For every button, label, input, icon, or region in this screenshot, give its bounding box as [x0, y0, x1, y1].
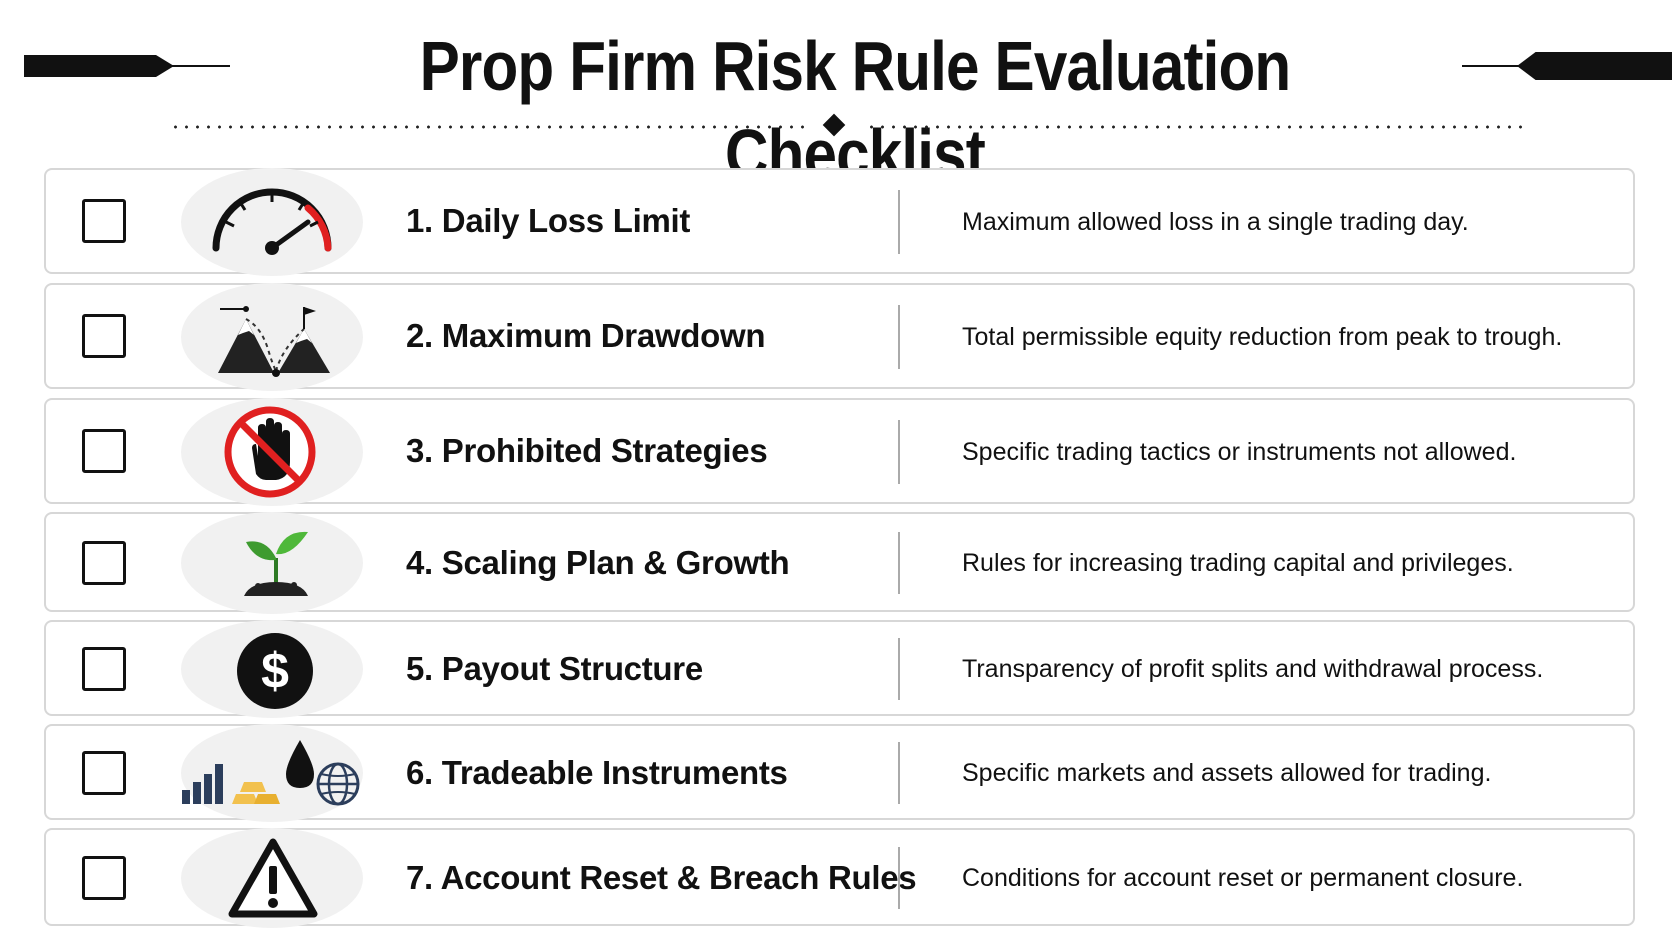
- checkbox[interactable]: [82, 429, 126, 473]
- column-divider: [898, 190, 900, 254]
- icon-background: [181, 724, 363, 822]
- column-divider: [898, 305, 900, 369]
- dotted-divider-left: [170, 125, 810, 129]
- speedometer-icon: [212, 188, 332, 255]
- instruments-icon: [182, 740, 360, 806]
- dotted-divider-right: [866, 125, 1526, 129]
- item-title: 2. Maximum Drawdown: [406, 317, 766, 354]
- checklist-row: 2. Maximum Drawdown Total permissible eq…: [44, 283, 1635, 391]
- checklist-row: $ 5. Payout Structure Transparency of pr…: [44, 620, 1635, 718]
- decorative-line-left: [170, 65, 230, 67]
- column-divider: [898, 742, 900, 804]
- checkbox[interactable]: [82, 751, 126, 795]
- item-description: Maximum allowed loss in a single trading…: [962, 208, 1469, 236]
- checkbox[interactable]: [82, 541, 126, 585]
- icon-background: [181, 512, 363, 614]
- sprout-icon: [244, 531, 308, 596]
- decorative-bar-left: [24, 55, 174, 77]
- column-divider: [898, 638, 900, 700]
- column-divider: [898, 420, 900, 484]
- item-description: Specific markets and assets allowed for …: [962, 759, 1492, 787]
- column-divider: [898, 532, 900, 594]
- checkbox[interactable]: [82, 647, 126, 691]
- checklist-row: 4. Scaling Plan & Growth Rules for incre…: [44, 512, 1635, 614]
- checkbox[interactable]: [82, 314, 126, 358]
- item-title: 6. Tradeable Instruments: [406, 754, 788, 791]
- checkbox[interactable]: [82, 199, 126, 243]
- warning-icon: [228, 838, 318, 918]
- column-divider: [898, 847, 900, 909]
- item-description: Transparency of profit splits and withdr…: [962, 655, 1544, 683]
- item-title: 3. Prohibited Strategies: [406, 432, 768, 469]
- item-description: Total permissible equity reduction from …: [962, 323, 1563, 351]
- item-title: 1. Daily Loss Limit: [406, 202, 691, 239]
- decorative-line-right: [1462, 65, 1522, 67]
- checkbox[interactable]: [82, 856, 126, 900]
- item-title: 7. Account Reset & Breach Rules: [406, 859, 917, 896]
- icon-background: [181, 168, 363, 276]
- item-title: 4. Scaling Plan & Growth: [406, 544, 790, 581]
- item-title: 5. Payout Structure: [406, 650, 703, 687]
- item-description: Conditions for account reset or permanen…: [962, 864, 1524, 892]
- mountain-peaks-icon: [218, 306, 330, 377]
- svg-text:$: $: [261, 643, 289, 699]
- checklist-row: 1. Daily Loss Limit Maximum allowed loss…: [44, 168, 1635, 276]
- checklist-row: 3. Prohibited Strategies Specific tradin…: [44, 398, 1635, 506]
- dollar-coin-icon: $: [237, 633, 313, 709]
- prohibited-hand-icon: [224, 406, 316, 498]
- decorative-bar-right: [1517, 52, 1672, 80]
- checklist-row: 6. Tradeable Instruments Specific market…: [44, 724, 1635, 822]
- header: Prop Firm Risk Rule Evaluation Checklist: [0, 0, 1672, 193]
- item-description: Specific trading tactics or instruments …: [962, 438, 1517, 466]
- item-description: Rules for increasing trading capital and…: [962, 549, 1514, 577]
- checklist-row: 7. Account Reset & Breach Rules Conditio…: [44, 828, 1635, 928]
